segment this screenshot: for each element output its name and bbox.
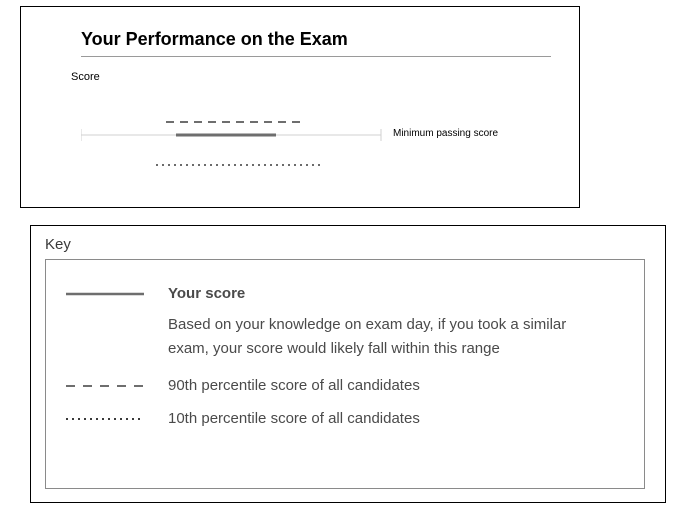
stage: Your Performance on the Exam Score Minim…: [0, 0, 676, 528]
panel-title: Your Performance on the Exam: [81, 29, 551, 50]
title-divider: [81, 56, 551, 57]
dashed-line-icon: [64, 374, 154, 396]
key-box: Your score Based on your knowledge on exa…: [45, 259, 645, 489]
score-chart-svg: [81, 109, 391, 179]
key-row-label: 90th percentile score of all candidates: [168, 374, 620, 397]
key-row-sublabel: Based on your knowledge on exam day, if …: [168, 313, 608, 360]
score-axis-label: Score: [71, 71, 551, 83]
key-row: Your score: [64, 282, 620, 305]
key-row-label: Your score: [168, 282, 620, 305]
key-row-label: 10th percentile score of all candidates: [168, 407, 620, 430]
key-panel: Key Your score Based on your knowledge on…: [30, 225, 666, 503]
score-chart: Minimum passing score: [81, 109, 551, 189]
solid-line-icon: [64, 282, 154, 304]
dotted-line-icon: [64, 407, 154, 429]
key-row: 90th percentile score of all candidates: [64, 374, 620, 397]
key-row: 10th percentile score of all candidates: [64, 407, 620, 430]
performance-panel: Your Performance on the Exam Score Minim…: [20, 6, 580, 208]
minimum-passing-score-label: Minimum passing score: [393, 128, 498, 139]
key-heading: Key: [45, 236, 651, 253]
